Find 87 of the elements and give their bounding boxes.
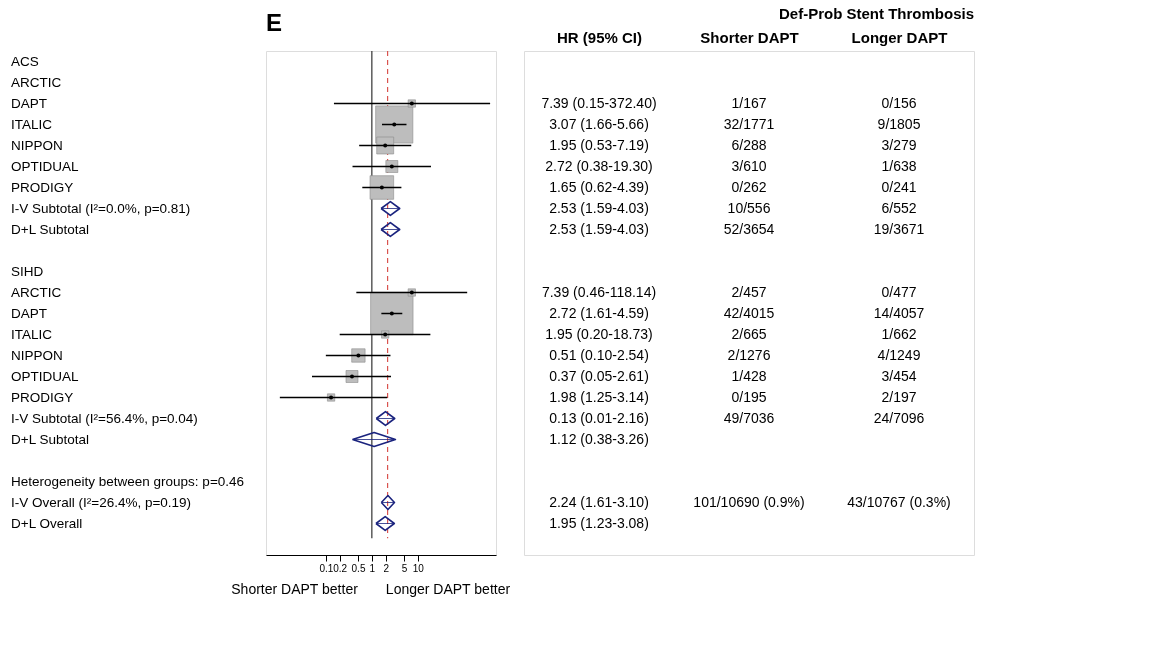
text: 2.72 (1.61-4.59) — [549, 304, 649, 321]
text: 19/3671 — [873, 220, 925, 237]
point — [380, 494, 396, 511]
text: 2.53 (1.59-4.03) — [549, 199, 649, 216]
text: 0.51 (0.10-2.54) — [549, 346, 649, 363]
y-tick-label: ITALIC — [11, 116, 53, 132]
text: 6/288 — [731, 136, 767, 153]
text: 49/7036 — [723, 409, 775, 426]
text: 24/7096 — [873, 409, 925, 426]
category-label: HR (95% CI) — [556, 28, 643, 46]
x-tick-label: 1 — [369, 562, 376, 574]
text: 2/197 — [881, 388, 917, 405]
text: 7.39 (0.15-372.40) — [541, 94, 657, 111]
text: 0.37 (0.05-2.61) — [549, 367, 649, 384]
text: 1.98 (1.25-3.14) — [549, 388, 649, 405]
text: 6/552 — [881, 199, 917, 216]
text: 101/10690 (0.9%) — [693, 493, 805, 510]
y-tick-label: OPTIDUAL — [11, 158, 80, 174]
x-tick-label: 0.1 — [319, 562, 334, 574]
text: 14/4057 — [873, 304, 925, 321]
text: 2/457 — [731, 283, 767, 300]
text: Shorter DAPT better — [231, 581, 359, 597]
text: 2.24 (1.61-3.10) — [549, 493, 649, 510]
text: 42/4015 — [723, 304, 775, 321]
text: 1/428 — [731, 367, 767, 384]
y-tick-label: PRODIGY — [11, 179, 74, 195]
point — [375, 515, 396, 532]
text: 1.95 (0.20-18.73) — [545, 325, 653, 342]
y-tick-label: DAPT — [11, 305, 48, 321]
x-tick-label: 0.5 — [351, 562, 366, 574]
text: 3/279 — [881, 136, 917, 153]
text: 1.12 (0.38-3.26) — [549, 430, 649, 447]
y-tick-label: ITALIC — [11, 326, 53, 342]
y-tick-label: ACS — [11, 53, 39, 69]
y-tick-label: OPTIDUAL — [11, 368, 80, 384]
category-label: Shorter DAPT — [700, 28, 799, 46]
y-tick-label: D+L Subtotal — [11, 221, 89, 237]
text: 1/662 — [881, 325, 917, 342]
y-tick-label: ARCTIC — [11, 284, 62, 300]
text: 4/1249 — [877, 346, 921, 363]
text: 3/454 — [881, 367, 917, 384]
text: 3/610 — [731, 157, 767, 174]
category-label: Longer DAPT — [851, 28, 948, 46]
chart-title: E — [266, 9, 283, 37]
point — [380, 221, 401, 238]
point — [380, 200, 401, 217]
text: 10/556 — [727, 199, 771, 216]
text: Longer DAPT better — [385, 581, 511, 597]
text: 3.07 (1.66-5.66) — [549, 115, 649, 132]
text: 2.53 (1.59-4.03) — [549, 220, 649, 237]
text: 2/1276 — [727, 346, 771, 363]
text: 0/195 — [731, 388, 767, 405]
y-tick-label: SIHD — [11, 263, 44, 279]
y-tick-label: ARCTIC — [11, 74, 62, 90]
y-tick-label: PRODIGY — [11, 389, 74, 405]
y-tick-label: NIPPON — [11, 347, 63, 363]
y-tick-label: I-V Overall (I²=26.4%, p=0.19) — [11, 494, 192, 510]
text: 0/477 — [881, 283, 917, 300]
text: 1.65 (0.62-4.39) — [549, 178, 649, 195]
y-tick-label: Heterogeneity between groups: p=0.46 — [11, 473, 245, 489]
text: 1/167 — [731, 94, 767, 111]
y-tick-label: I-V Subtotal (I²=56.4%, p=0.04) — [11, 410, 198, 426]
x-tick-label: 2 — [383, 562, 390, 574]
text: 1/638 — [881, 157, 917, 174]
text: 32/1771 — [723, 115, 775, 132]
point — [375, 410, 396, 427]
text: 1.95 (0.53-7.19) — [549, 136, 649, 153]
y-tick-label: D+L Subtotal — [11, 431, 89, 447]
text: 9/1805 — [877, 115, 921, 132]
text: 0/156 — [881, 94, 917, 111]
text: 52/3654 — [723, 220, 775, 237]
y-tick-label: D+L Overall — [11, 515, 83, 531]
text: Def-Prob Stent Thrombosis — [778, 5, 974, 22]
text: 0/262 — [731, 178, 767, 195]
text: 2/665 — [731, 325, 767, 342]
text: 43/10767 (0.3%) — [847, 493, 951, 510]
y-tick-label: DAPT — [11, 95, 48, 111]
x-tick-label: 10 — [412, 562, 425, 574]
x-tick-label: 5 — [401, 562, 408, 574]
x-tick-label: 0.2 — [333, 562, 348, 574]
y-tick-label: I-V Subtotal (I²=0.0%, p=0.81) — [11, 200, 191, 216]
text: 1.95 (1.23-3.08) — [549, 514, 649, 531]
y-tick-label: NIPPON — [11, 137, 63, 153]
text: 0.13 (0.01-2.16) — [549, 409, 649, 426]
text: 7.39 (0.46-118.14) — [541, 283, 657, 300]
text: 2.72 (0.38-19.30) — [545, 157, 653, 174]
text: 0/241 — [881, 178, 917, 195]
